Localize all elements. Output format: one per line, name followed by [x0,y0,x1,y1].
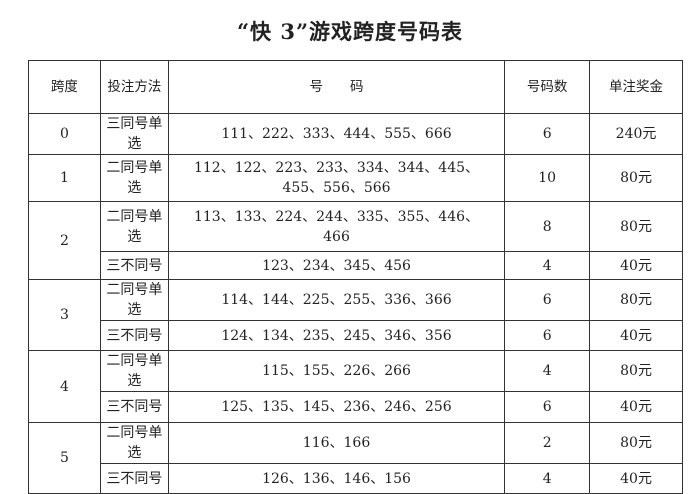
numbers-cell: 115、155、226、266 [167,350,506,392]
table-row: 1 二同号单选 112、122、223、233、334、344、445、455、55… [28,154,683,202]
prize-cell: 40元 [589,320,683,351]
span-cell: 2 [28,201,101,280]
numbers-cell: 111、222、333、444、555、666 [167,113,506,155]
method-cell: 二同号单选 [99,201,169,252]
numbers-cell: 123、234、345、456 [167,251,506,280]
span-cell: 5 [28,422,101,494]
method-cell: 二同号单选 [99,422,169,464]
method-cell: 三不同号 [99,463,169,494]
count-cell: 6 [504,391,591,423]
method-cell: 二同号单选 [99,279,169,321]
numbers-cell: 126、136、146、156 [167,463,506,494]
count-cell: 4 [504,463,591,494]
prize-cell: 80元 [589,350,683,392]
count-cell: 8 [504,201,591,252]
count-cell: 10 [504,154,591,202]
span-cell: 1 [28,154,101,202]
prize-cell: 80元 [589,279,683,321]
prize-cell: 40元 [589,391,683,423]
method-cell: 二同号单选 [99,350,169,392]
span-cell: 4 [28,350,101,423]
prize-cell: 80元 [589,422,683,464]
prize-cell: 80元 [589,201,683,252]
numbers-cell: 113、133、224、244、335、355、446、466 [167,201,506,252]
method-cell: 三不同号 [99,391,169,423]
table-row: 三不同号 124、134、235、245、346、356 6 40元 [29,320,683,351]
page-title: “快 3”游戏跨度号码表 [236,19,464,44]
prize-cell: 80元 [589,154,683,202]
table-row: 三不同号 126、136、146、156 4 40元 [29,463,683,494]
table-row: 2 二同号单选 113、133、224、244、335、355、446、466 8 80… [28,201,683,280]
table-row: 三不同号 125、135、145、236、246、256 6 40元 [29,391,683,423]
header-numbers: 号 码 [167,60,506,114]
count-cell: 4 [504,251,591,280]
numbers-cell: 116、166 [167,422,506,464]
prize-cell: 240元 [589,113,683,155]
count-cell: 4 [504,350,591,392]
table-row: 0 三同号单选 111、222、333、444、555、666 6 240元 [28,113,683,155]
numbers-cell: 124、134、235、245、346、356 [167,320,506,351]
count-cell: 6 [504,320,591,351]
count-cell: 2 [504,422,591,464]
numbers-cell: 114、144、225、255、336、366 [167,279,506,321]
table-row: 3 二同号单选 114、144、225、255、336、366 6 80元 [28,279,683,351]
span-cell: 3 [28,279,101,351]
table-row: 5 二同号单选 116、166 2 80元 [28,422,683,494]
count-cell: 6 [504,279,591,321]
span-table: 跨度 投注方法 号 码 号码数 单注奖金 0 三同号单选 111、222、333、4… [28,60,683,494]
header-prize: 单注奖金 [589,60,683,114]
span-cell: 0 [28,113,101,155]
numbers-cell: 125、135、145、236、246、256 [167,391,506,423]
header-count: 号码数 [504,60,591,114]
method-cell: 三不同号 [99,251,169,280]
method-cell: 三不同号 [99,320,169,351]
table-row: 三不同号 123、234、345、456 4 40元 [29,251,683,280]
count-cell: 6 [504,113,591,155]
numbers-cell: 112、122、223、233、334、344、445、455、556、566 [167,154,506,202]
header-span: 跨度 [28,60,101,114]
header-row: 跨度 投注方法 号 码 号码数 单注奖金 [28,60,683,114]
header-method: 投注方法 [99,60,169,114]
prize-cell: 40元 [589,251,683,280]
prize-cell: 40元 [589,463,683,494]
method-cell: 二同号单选 [99,154,169,202]
table-row: 4 二同号单选 115、155、226、266 4 80元 [28,350,683,423]
method-cell: 三同号单选 [99,113,169,155]
